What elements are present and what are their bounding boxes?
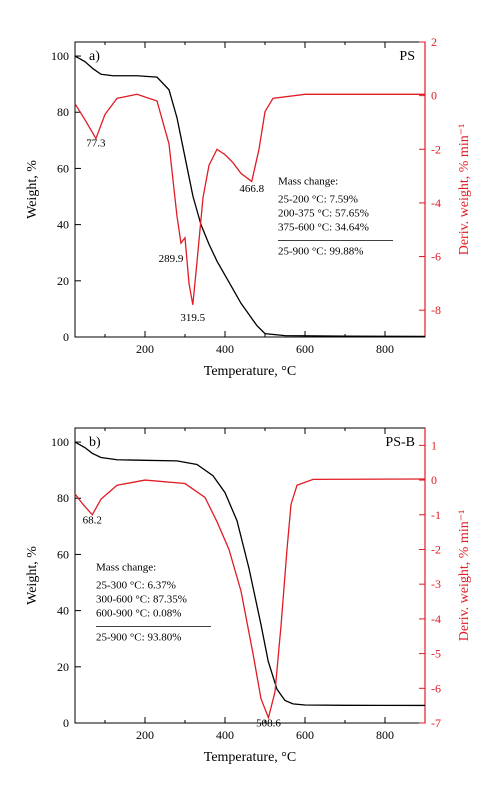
svg-text:80: 80 (57, 105, 69, 119)
svg-text:40: 40 (57, 217, 69, 231)
svg-text:Deriv. weight, % min⁻¹: Deriv. weight, % min⁻¹ (457, 123, 472, 255)
svg-text:-8: -8 (431, 303, 441, 317)
svg-text:200-375 °C: 57.65%: 200-375 °C: 57.65% (278, 207, 369, 219)
svg-text:25-300 °C: 6.37%: 25-300 °C: 6.37% (96, 580, 176, 592)
svg-text:600: 600 (296, 342, 314, 356)
svg-text:375-600 °C: 34.64%: 375-600 °C: 34.64% (278, 221, 369, 233)
svg-text:25-900 °C: 99.88%: 25-900 °C: 99.88% (278, 245, 363, 257)
svg-text:80: 80 (57, 492, 69, 506)
svg-text:20: 20 (57, 273, 69, 287)
svg-text:0: 0 (63, 716, 69, 730)
svg-text:Temperature, °C: Temperature, °C (204, 750, 296, 765)
svg-text:Mass change:: Mass change: (96, 562, 156, 574)
svg-text:60: 60 (57, 548, 69, 562)
svg-text:2: 2 (431, 35, 437, 49)
svg-text:40: 40 (57, 604, 69, 618)
svg-text:Temperature, °C: Temperature, °C (204, 364, 296, 379)
svg-text:68.2: 68.2 (83, 515, 102, 527)
svg-text:-5: -5 (431, 647, 441, 661)
svg-text:Deriv. weight, % min⁻¹: Deriv. weight, % min⁻¹ (457, 510, 472, 642)
svg-text:PS: PS (399, 49, 415, 64)
svg-text:466.8: 466.8 (239, 183, 264, 195)
svg-text:Mass change:: Mass change: (278, 175, 338, 187)
svg-text:-6: -6 (431, 249, 441, 263)
svg-text:800: 800 (376, 728, 394, 742)
svg-text:Weight, %: Weight, % (25, 546, 40, 605)
svg-text:300-600 °C: 87.35%: 300-600 °C: 87.35% (96, 594, 187, 606)
svg-text:PS-B: PS-B (385, 435, 415, 450)
svg-text:200: 200 (136, 342, 154, 356)
svg-text:1: 1 (431, 439, 437, 453)
svg-text:77.3: 77.3 (86, 137, 106, 149)
chart-a: 200 400 600 800 0 20 40 60 80 100 -8 -6 -4 -2 0 2 Temper… (20, 27, 480, 387)
svg-text:600-900 °C: 0.08%: 600-900 °C: 0.08% (96, 608, 181, 620)
svg-text:25-900 °C: 93.80%: 25-900 °C: 93.80% (96, 632, 181, 644)
svg-text:-2: -2 (431, 142, 441, 156)
svg-text:200: 200 (136, 728, 154, 742)
panel-b: 200 400 600 800 0 20 40 60 80 100 -7 -6 -5 -4 -3 -2 -1 0 1… (20, 413, 480, 773)
svg-text:0: 0 (431, 473, 437, 487)
tga-figure: 200400600800020406080100-8-6-4-202Temper… (0, 0, 500, 800)
svg-text:-1: -1 (431, 508, 441, 522)
svg-text:800: 800 (376, 342, 394, 356)
svg-text:289.9: 289.9 (159, 253, 184, 265)
svg-text:Weight, %: Weight, % (25, 159, 40, 218)
svg-text:319.5: 319.5 (180, 312, 205, 324)
svg-text:100: 100 (51, 435, 69, 449)
svg-text:25-200 °C: 7.59%: 25-200 °C: 7.59% (278, 193, 358, 205)
svg-text:-7: -7 (431, 716, 441, 730)
svg-text:-6: -6 (431, 682, 441, 696)
svg-text:-4: -4 (431, 612, 441, 626)
svg-text:100: 100 (51, 49, 69, 63)
svg-text:508.6: 508.6 (256, 718, 281, 730)
svg-text:-3: -3 (431, 577, 441, 591)
svg-text:60: 60 (57, 161, 69, 175)
svg-text:b): b) (89, 435, 101, 450)
svg-text:0: 0 (63, 330, 69, 344)
svg-text:400: 400 (216, 342, 234, 356)
svg-text:20: 20 (57, 660, 69, 674)
chart-b: 200 400 600 800 0 20 40 60 80 100 -7 -6 -5 -4 -3 -2 -1 0 1… (20, 413, 480, 773)
svg-text:-4: -4 (431, 196, 441, 210)
svg-text:0: 0 (431, 88, 437, 102)
svg-text:-2: -2 (431, 543, 441, 557)
svg-text:a): a) (89, 49, 100, 64)
svg-text:600: 600 (296, 728, 314, 742)
panel-a: 200 400 600 800 0 20 40 60 80 100 -8 -6 -4 -2 0 2 Temper… (20, 27, 480, 387)
svg-text:400: 400 (216, 728, 234, 742)
